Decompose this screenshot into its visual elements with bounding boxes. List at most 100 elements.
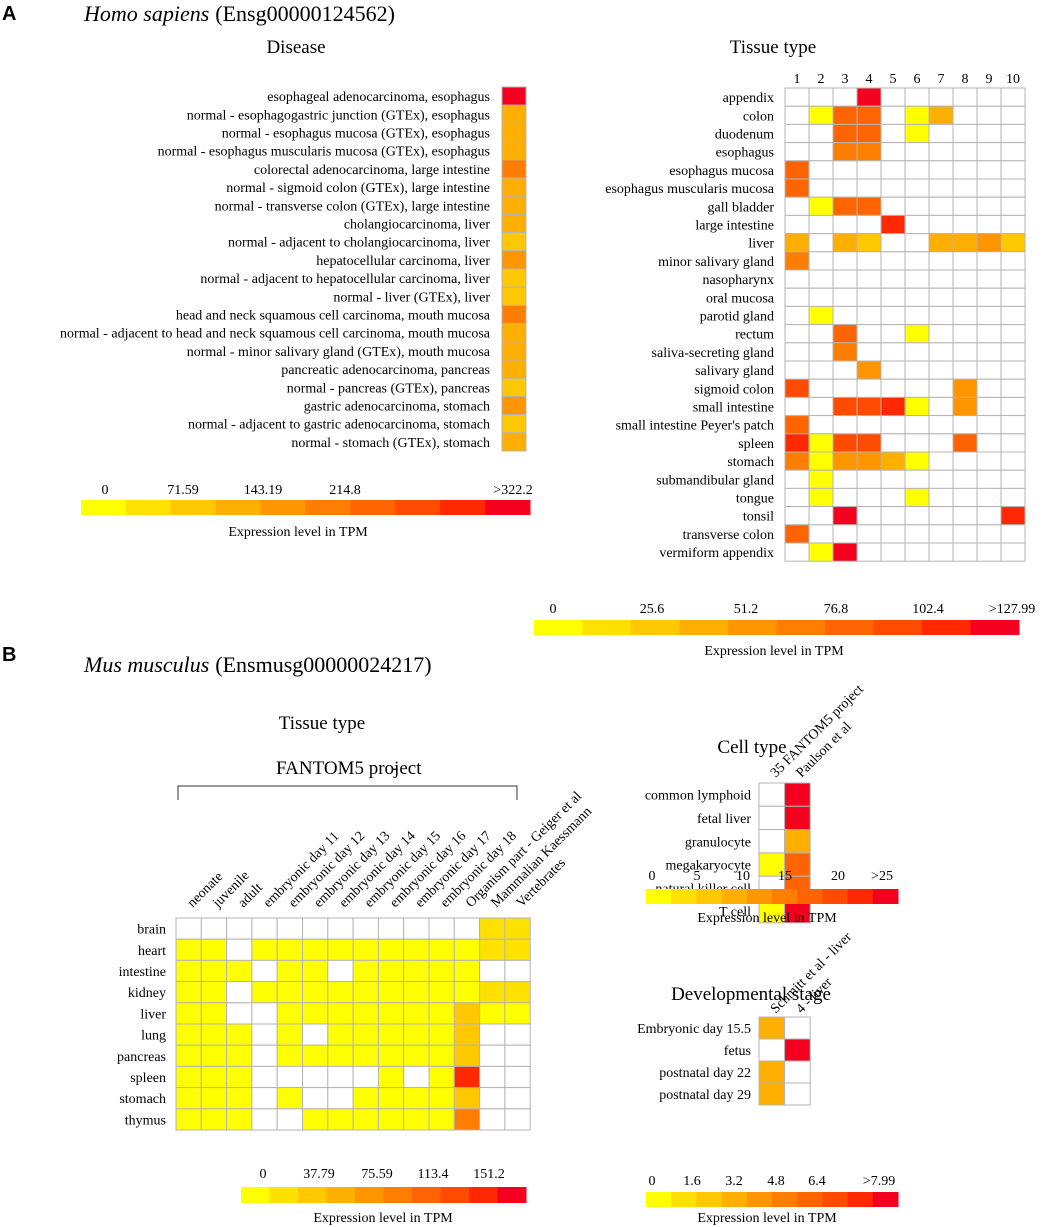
heatmap-cell [880, 324, 906, 344]
colorbar-tick: 113.4 [418, 1167, 449, 1182]
heatmap-cell [251, 1108, 278, 1131]
row-label: Embryonic day 15.5 [637, 1022, 751, 1037]
column-label: 2 [818, 72, 825, 87]
row-label: common lymphoid [645, 789, 751, 804]
row-label: minor salivary gland [658, 255, 774, 270]
heatmap-cell [784, 487, 810, 508]
heatmap-cell [1000, 469, 1026, 489]
heatmap-cell [880, 196, 906, 216]
colorbar-swatch [671, 889, 697, 904]
heatmap-cell [377, 959, 405, 983]
heatmap-cell [226, 1108, 253, 1131]
heatmap-cell [904, 415, 930, 435]
heatmap-cell [904, 123, 930, 144]
colorbar-label: Expression level in TPM [697, 1211, 837, 1226]
heatmap-cell [952, 142, 978, 162]
panel-a-species: Homo sapiens [83, 1, 209, 26]
human-tissue-title: Tissue type [730, 37, 816, 58]
heatmap-cell [479, 917, 506, 940]
heatmap-cell [928, 105, 954, 125]
heatmap-cell [501, 268, 527, 288]
row-label: stomach [727, 455, 774, 470]
row-label: esophageal adenocarcinoma, esophagus [267, 90, 490, 105]
colorbar-tick: 37.79 [303, 1167, 335, 1182]
colorbar-swatch [485, 500, 531, 515]
heatmap-cell [976, 542, 1002, 562]
colorbar-swatch [847, 1192, 874, 1207]
heatmap-cell [832, 233, 858, 253]
heatmap-cell [928, 378, 954, 398]
heatmap-cell [784, 524, 810, 544]
heatmap-cell [403, 1087, 430, 1110]
heatmap-cell [856, 305, 882, 326]
heatmap-cell [501, 286, 527, 306]
heatmap-cell [758, 1016, 786, 1040]
row-label: normal - sigmoid colon (GTEx), large int… [226, 181, 490, 196]
heatmap-cell [976, 214, 1002, 235]
heatmap-cell [880, 396, 906, 417]
colorbar-swatch [825, 620, 874, 635]
heatmap-cell [302, 981, 329, 1004]
heatmap-cell [808, 269, 834, 289]
row-label: liver [748, 237, 774, 252]
heatmap-cell [251, 1087, 278, 1110]
row-label: liver [140, 1007, 166, 1022]
colorbar-swatch [440, 1187, 470, 1203]
heatmap-cell [784, 287, 810, 307]
heatmap-cell [377, 1023, 405, 1046]
heatmap-cell [808, 233, 834, 253]
heatmap-cell [428, 981, 455, 1004]
heatmap-cell [808, 506, 834, 526]
heatmap-cell [856, 433, 882, 453]
heatmap-cell [200, 981, 228, 1004]
heatmap-cell [880, 360, 906, 380]
heatmap-cell [403, 1002, 430, 1025]
heatmap-cell [880, 269, 906, 289]
heatmap-cell [808, 524, 834, 544]
heatmap-cell [880, 178, 906, 198]
heatmap-cell [784, 360, 810, 380]
colorbar-swatch [797, 1192, 823, 1207]
heatmap-cell [226, 1002, 253, 1025]
heatmap-cell [856, 469, 882, 489]
heatmap-cell [226, 1044, 253, 1067]
mouse-cell-title: Cell type [717, 737, 786, 758]
heatmap-cell [403, 1023, 430, 1046]
heatmaps-layer: Disease esophageal adenocarcinoma, esopha… [60, 37, 1035, 1226]
heatmap-cell [976, 269, 1002, 289]
heatmap-cell [302, 1023, 329, 1046]
heatmap-cell [327, 938, 354, 961]
heatmap-cell [377, 1065, 405, 1089]
heatmap-cell [501, 104, 527, 124]
colorbar-label: Expression level in TPM [697, 911, 837, 926]
heatmap-cell [276, 1087, 304, 1110]
heatmap-cell [880, 542, 906, 562]
heatmap-cell [808, 451, 834, 471]
heatmap-cell [453, 1108, 481, 1131]
heatmap-cell [1000, 415, 1026, 435]
heatmap-cell [832, 269, 858, 289]
heatmap-cell [1000, 287, 1026, 307]
heatmap-cell [453, 1087, 481, 1110]
heatmap-cell [453, 981, 481, 1004]
heatmap-cell [226, 938, 253, 961]
heatmap-cell [784, 160, 810, 180]
heatmap-cell [808, 196, 834, 216]
heatmap-cell [327, 1065, 354, 1089]
heatmap-cell [856, 524, 882, 544]
colorbar-tick: 76.8 [824, 602, 849, 617]
colorbar-tick: >127.99 [989, 602, 1035, 617]
heatmap-cell [808, 87, 834, 107]
heatmap-cell [832, 542, 858, 562]
heatmap-cell [501, 232, 527, 252]
colorbar-swatch [772, 1192, 798, 1207]
heatmap-cell [377, 981, 405, 1004]
colorbar-swatch [872, 889, 899, 904]
row-label: stomach [119, 1092, 166, 1107]
heatmap-cell [175, 917, 202, 940]
colorbar-swatch [305, 500, 351, 515]
heatmap-cell [952, 360, 978, 380]
heatmap-cell [904, 287, 930, 307]
heatmap-cell [976, 123, 1002, 144]
heatmap-cell [501, 141, 527, 161]
